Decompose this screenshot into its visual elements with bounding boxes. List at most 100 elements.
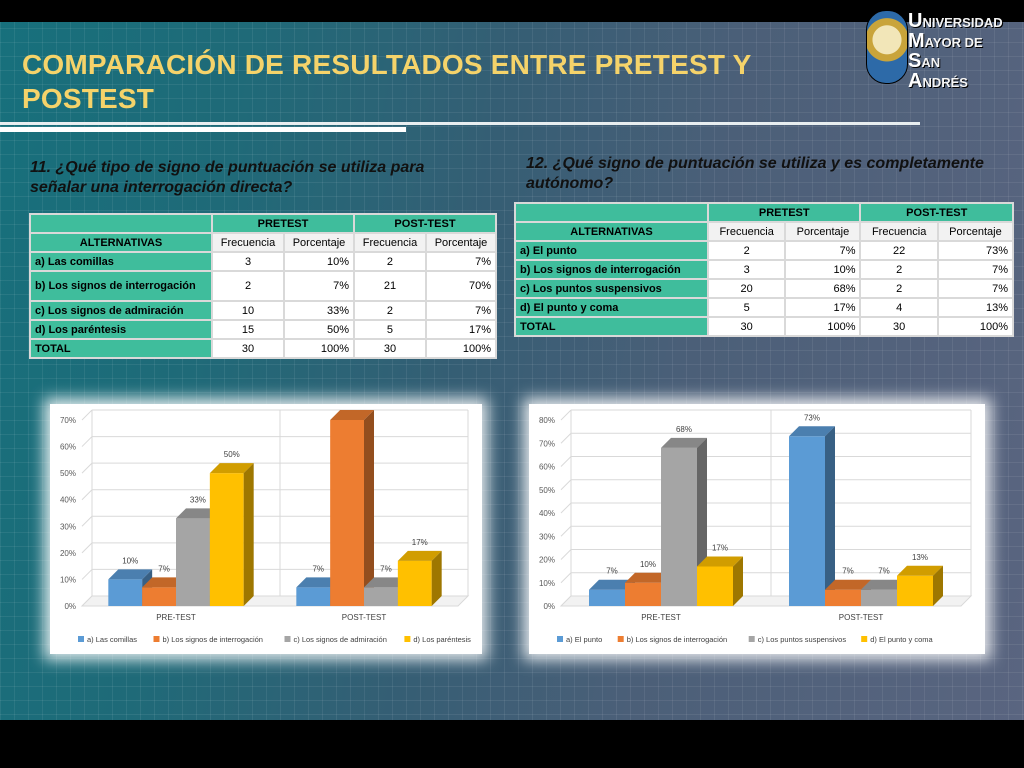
legend-swatch: [153, 636, 160, 642]
table-sub-header-row: ALTERNATIVAS Frecuencia Porcentaje Frecu…: [29, 232, 497, 253]
bar: [825, 589, 861, 606]
data-label: 50%: [224, 450, 240, 459]
bar-side: [733, 556, 743, 606]
bar-top: [789, 426, 835, 437]
col-alternativas: ALTERNATIVAS: [514, 221, 709, 242]
x-category-label: PRE-TEST: [641, 613, 681, 622]
y-tick-label: 50%: [539, 486, 555, 495]
legend-swatch: [78, 636, 84, 642]
chart-q11: 0% 10% 20% 30% 40% 50% 60% 70% PRE-TEST 10% 7% 33% 5…: [60, 397, 471, 644]
university-seal-icon: [866, 10, 908, 84]
bar: [330, 420, 364, 606]
data-label: 7%: [878, 567, 890, 576]
table-group-header-row: PRETEST POST-TEST: [29, 213, 498, 234]
legend-label: d) Los paréntesis: [413, 635, 471, 644]
y-tick-label: 80%: [539, 416, 555, 425]
data-label: 7%: [606, 567, 618, 576]
gridline-depth: [560, 479, 572, 491]
legend-label: a) El punto: [566, 635, 602, 644]
gridline-depth: [560, 432, 572, 444]
table-row: d) Los paréntesis 15 50% 5 17%: [29, 319, 497, 340]
bar: [142, 587, 176, 606]
bar-side: [933, 565, 943, 606]
question-12: 12. ¿Qué signo de puntuación se utiliza …: [526, 155, 984, 192]
data-label: 70%: [344, 404, 360, 406]
data-label: 7%: [842, 567, 854, 576]
title-rule-accent: [0, 127, 406, 132]
data-label: 7%: [312, 564, 324, 573]
data-label: 68%: [676, 425, 692, 434]
legend-label: b) Los signos de interrogación: [163, 635, 263, 644]
bar-top: [397, 550, 442, 561]
gridline-depth: [81, 489, 93, 501]
bar-top: [825, 579, 871, 590]
data-label: 17%: [712, 543, 728, 552]
bar-top: [625, 572, 671, 583]
legend-label: b) Los signos de interrogación: [627, 635, 727, 644]
bar: [296, 587, 331, 606]
table-row: a) El punto 2 7% 22 73%: [514, 240, 1015, 261]
y-tick-label: 30%: [539, 532, 555, 541]
top-band: [0, 0, 1024, 22]
y-tick-label: 50%: [60, 469, 76, 478]
legend-swatch: [617, 636, 624, 642]
bar: [589, 589, 625, 606]
bottom-band: [0, 720, 1024, 768]
group-header-posttest: POST-TEST: [859, 202, 1014, 223]
data-label: 13%: [912, 553, 928, 562]
y-tick-label: 10%: [60, 575, 76, 584]
group-header-pretest: PRETEST: [211, 213, 355, 234]
bar: [209, 473, 244, 606]
legend-swatch: [404, 636, 411, 642]
bar-side: [364, 410, 374, 606]
data-label: 73%: [804, 413, 820, 422]
bar-side: [825, 426, 835, 606]
gridline-depth: [560, 572, 572, 584]
title-rule: [0, 122, 920, 125]
bar: [861, 589, 897, 606]
y-tick-label: 60%: [60, 443, 76, 452]
data-label: 17%: [412, 538, 428, 547]
y-tick-label: 0%: [543, 602, 555, 611]
y-tick-label: 20%: [539, 556, 555, 565]
chart-q12-container: 0% 10% 20% 30% 40% 50% 60% 70% 80% PRE-TEST 7% 10% 6…: [529, 404, 985, 654]
bar-top: [209, 463, 254, 474]
x-category-label: POST-TEST: [839, 613, 884, 622]
table-row: b) Los signos de interrogación 2 7% 21 7…: [29, 270, 497, 302]
y-tick-label: 30%: [60, 522, 76, 531]
gridline-depth: [560, 409, 572, 421]
gridline-depth: [81, 409, 93, 421]
chart-q12: 0% 10% 20% 30% 40% 50% 60% 70% 80% PRE-TEST 7% 10% 6…: [539, 409, 973, 644]
legend-label: c) Los signos de admiración: [294, 635, 387, 644]
gridline-depth: [81, 515, 93, 527]
university-logo: UNIVERSIDAD MAYOR DE SAN ANDRÉS: [866, 6, 1006, 91]
bar-top: [296, 577, 341, 588]
y-tick-label: 40%: [60, 496, 76, 505]
legend-label: c) Los puntos suspensivos: [758, 635, 847, 644]
gridline-depth: [560, 549, 572, 560]
bar-top: [142, 577, 186, 588]
bar-top: [661, 437, 707, 448]
data-label: 7%: [380, 564, 392, 573]
table-row-total: TOTAL 30 100% 30 100%: [514, 316, 1015, 337]
bar: [108, 579, 143, 606]
data-label: 10%: [122, 556, 138, 565]
legend-label: a) Las comillas: [87, 635, 137, 644]
y-tick-label: 20%: [60, 549, 76, 558]
gridline-depth: [81, 462, 93, 474]
bar-top: [697, 556, 743, 567]
x-category-label: POST-TEST: [342, 613, 387, 622]
bar-top: [364, 577, 408, 588]
y-tick-label: 60%: [539, 463, 555, 472]
bar: [661, 447, 697, 606]
table-row: c) Los signos de admiración 10 33% 2 7%: [29, 300, 497, 321]
col-alternativas: ALTERNATIVAS: [29, 232, 213, 253]
results-table-q11: PRETEST POST-TEST ALTERNATIVAS Frecuenci…: [29, 213, 498, 359]
legend-swatch: [284, 636, 291, 642]
y-tick-label: 70%: [60, 416, 76, 425]
y-tick-label: 70%: [539, 439, 555, 448]
data-label: 7%: [158, 564, 170, 573]
legend-label: d) El punto y coma: [870, 635, 933, 644]
table-row: a) Las comillas 3 10% 2 7%: [29, 251, 497, 272]
